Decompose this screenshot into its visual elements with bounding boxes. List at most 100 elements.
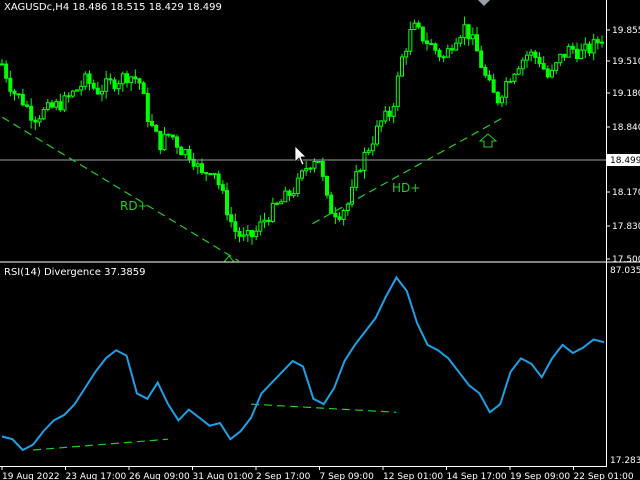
candle [520,57,525,76]
candle [350,179,354,208]
time-tick-label: 2 Sep 17:00 [256,472,311,480]
candle [541,56,546,70]
time-tick-label: 19 Sep 09:00 [510,472,570,480]
candle [179,145,184,156]
price-tick-label: 19.855 [612,26,640,36]
candle [216,170,221,190]
current-price-tag-bg [607,154,640,166]
candle [533,50,538,64]
candle [429,38,434,46]
candle [95,81,100,96]
candle [112,77,117,92]
candle [425,32,429,51]
candle [525,50,529,68]
candle [262,212,267,229]
candle [250,229,254,245]
candle [245,225,250,243]
candle [466,24,471,46]
time-tick-label: 19 Aug 2022 [2,472,60,480]
price-axis[interactable]: 19.855 19.510 19.180 18.840 18.170 17.830 17.5… [606,0,640,466]
candle [487,70,492,82]
rsi-header: RSI(14) Divergence 37.3859 [4,267,145,278]
candle [29,98,34,129]
candle [212,173,217,180]
candle [441,54,446,63]
candle [287,189,292,202]
candle [362,147,367,179]
candle [479,45,484,68]
triangle-down-icon [478,0,490,6]
candle [583,37,588,59]
candle [58,93,63,112]
candle [316,160,321,163]
divergence-label-rd: RD+ [120,199,148,213]
candle [370,136,375,156]
candle [33,116,38,131]
candle [508,78,513,83]
candle [591,33,596,61]
candle [358,168,363,173]
candle [229,207,234,228]
candle [0,59,4,66]
candle [600,35,604,48]
candle [308,166,313,173]
candle [291,187,296,199]
price-header: XAGUSDc,H4 18.486 18.515 18.429 18.499 [4,2,222,13]
candle [554,61,559,75]
candle [320,157,325,182]
divergence-label-hd: HD+ [392,181,420,195]
candle [537,52,542,68]
rsi-panel[interactable]: RSI(14) Divergence 37.3859 [0,263,606,466]
candle [20,88,25,107]
candle [141,80,146,95]
candle [137,77,142,90]
candle [270,197,275,223]
candle [8,70,13,97]
price-ticks: 19.855 19.510 19.180 18.840 18.170 17.830 17.5… [606,26,640,265]
candle [220,180,225,194]
candle [12,88,17,101]
candle [575,42,579,63]
candle [279,199,284,205]
candle [66,92,71,103]
time-tick-label: 7 Sep 09:00 [320,472,375,480]
candle [400,53,404,77]
price-panel[interactable]: XAGUSDc,H4 18.486 18.515 18.429 18.499 R… [0,0,606,263]
candle [587,41,592,57]
candle [204,171,209,182]
candle [325,175,329,199]
candle [312,158,317,173]
candle [512,72,517,85]
time-axis[interactable]: 19 Aug 2022 23 Aug 17:00 26 Aug 09:00 31 Au… [0,466,634,480]
candle [125,70,129,88]
candle [516,66,521,76]
candle [450,44,454,54]
candle [233,213,238,239]
candle [558,53,563,67]
candle [383,105,388,124]
candle [354,164,359,191]
candle [162,127,167,151]
candle [408,21,413,56]
candle [225,182,229,221]
candle [454,37,459,51]
price-plot-area[interactable] [0,0,606,261]
candle [341,208,346,226]
candle [258,215,263,236]
candle [16,93,21,99]
candle [45,98,50,112]
candle [170,134,175,141]
rsi-line [1,275,605,452]
candle [483,64,488,78]
candle [416,20,421,30]
candle [491,73,496,93]
candle [275,201,279,206]
candle [145,87,150,128]
candle [83,71,88,91]
candle [175,134,179,154]
time-tick-label: 12 Sep 01:00 [383,472,443,480]
time-ticks: 19 Aug 2022 23 Aug 17:00 26 Aug 09:00 31 Au… [1,466,634,480]
candle [304,160,309,176]
candle [529,49,534,62]
